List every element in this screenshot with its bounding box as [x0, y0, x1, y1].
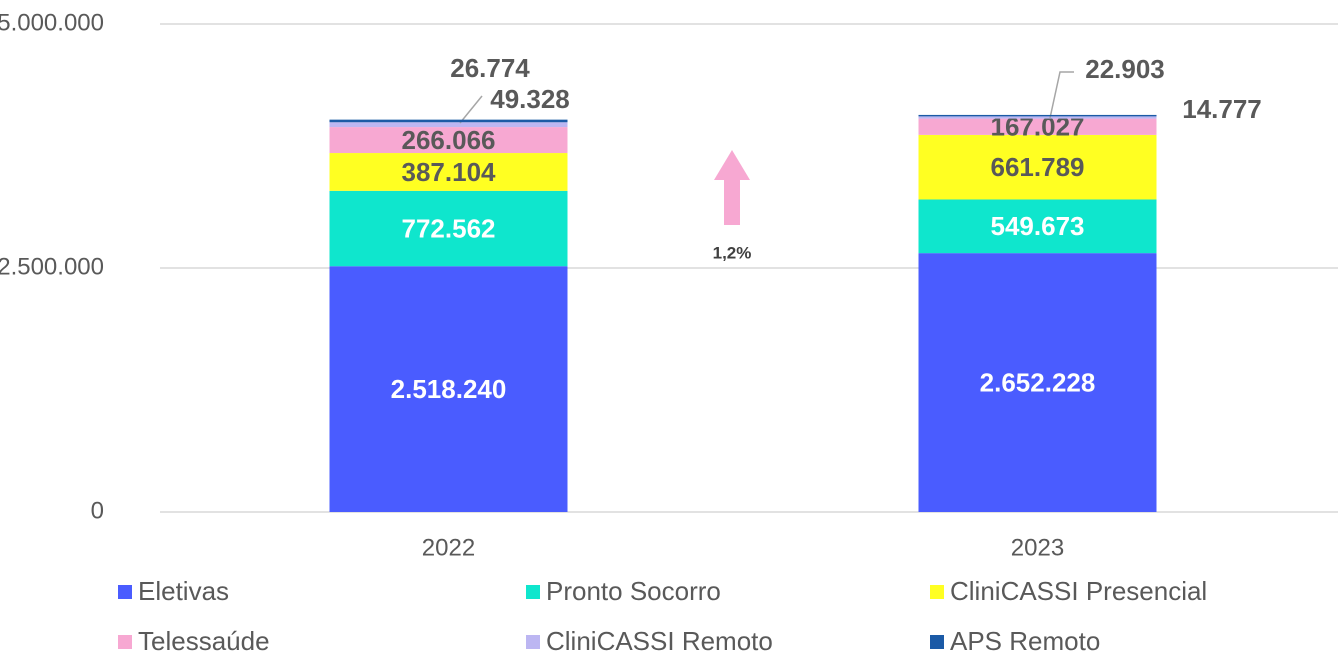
legend-swatch	[118, 585, 132, 599]
annotation: 1,2%	[713, 243, 752, 262]
legend-swatch	[930, 635, 944, 649]
data-label: 22.903	[1085, 54, 1165, 84]
bar-segment	[918, 253, 1157, 512]
data-label: 2.652.228	[980, 367, 1096, 397]
data-label: 772.562	[402, 213, 496, 243]
legend-label: CliniCASSI Presencial	[950, 576, 1207, 606]
y-tick-label: 2.500.000	[0, 253, 104, 280]
leader-line	[459, 95, 483, 124]
data-label: 26.774	[450, 53, 530, 83]
x-tick-label: 2023	[1011, 534, 1064, 561]
data-label: 2.518.240	[391, 374, 507, 404]
bar-segment	[918, 134, 1157, 200]
bar-segment	[329, 119, 568, 123]
bar-segment	[329, 190, 568, 267]
leader-line	[1049, 71, 1074, 119]
legend-label: APS Remoto	[950, 626, 1100, 656]
trend-arrow	[714, 150, 750, 225]
data-label: 266.066	[402, 125, 496, 155]
bar-segment	[918, 116, 1157, 119]
legend-label: Telessaúde	[138, 626, 270, 656]
data-label: 49.328	[490, 84, 570, 114]
legend-swatch	[930, 585, 944, 599]
legend-label: Pronto Socorro	[546, 576, 721, 606]
legend-label: Eletivas	[138, 576, 229, 606]
bar-segment	[329, 266, 568, 512]
bar-segment	[329, 122, 568, 128]
legend-label: CliniCASSI Remoto	[546, 626, 773, 656]
bar-segment	[329, 153, 568, 191]
legend-swatch	[526, 635, 540, 649]
bar-segment	[329, 127, 568, 154]
bar-segment	[918, 114, 1157, 117]
y-tick-label: 0	[91, 497, 104, 524]
data-label: 387.104	[402, 157, 497, 187]
data-label: 14.777	[1182, 94, 1262, 124]
legend-swatch	[118, 635, 132, 649]
x-tick-label: 2022	[422, 534, 475, 561]
data-label: 661.789	[991, 152, 1085, 182]
data-label: 549.673	[991, 211, 1085, 241]
bar-segment	[918, 118, 1157, 135]
y-tick-label: 5.000.000	[0, 9, 104, 36]
legend-swatch	[526, 585, 540, 599]
bar-segment	[918, 199, 1157, 254]
